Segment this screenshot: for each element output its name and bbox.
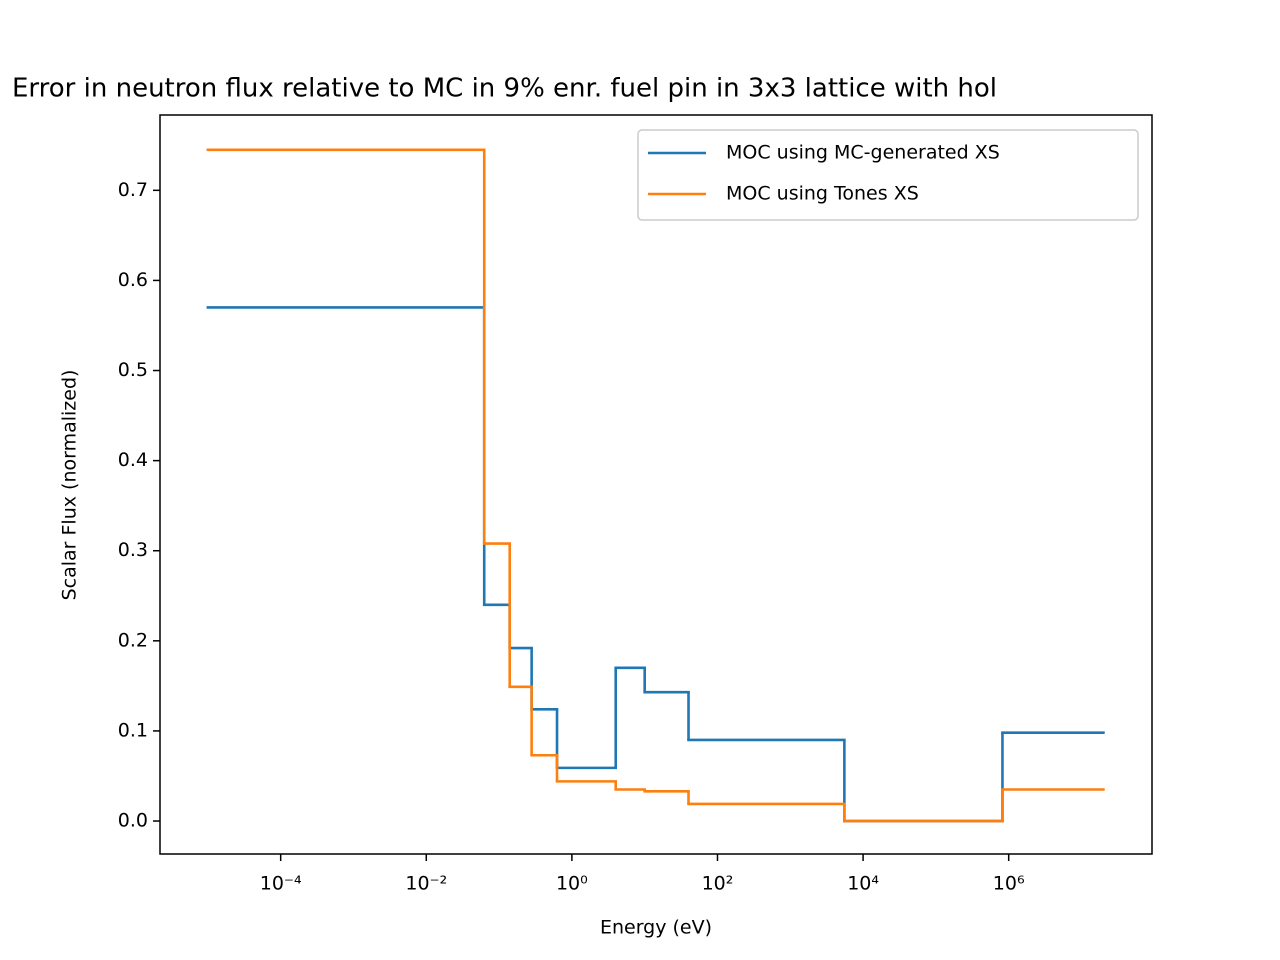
y-tick-label: 0.3 [118, 539, 148, 561]
y-tick-label: 0.6 [118, 269, 148, 291]
legend-box [637, 129, 1139, 221]
plot-frame [159, 114, 1153, 855]
y-tick-label: 0.5 [118, 359, 148, 381]
legend-label: MOC using MC-generated XS [726, 142, 1000, 164]
x-tick-label: 10⁻² [405, 873, 447, 895]
x-tick-label: 10⁻⁴ [260, 873, 302, 895]
y-tick-label: 0.0 [118, 810, 148, 832]
y-tick-label: 0.4 [118, 449, 148, 471]
x-tick-label: 10² [702, 873, 734, 895]
y-tick-label: 0.1 [118, 719, 148, 741]
x-tick-label: 10⁶ [993, 873, 1025, 895]
x-tick-label: 10⁰ [556, 873, 588, 895]
x-tick-label: 10⁴ [847, 873, 879, 895]
y-axis-label: Scalar Flux (normalized) [59, 370, 81, 601]
legend-label: MOC using Tones XS [726, 183, 919, 205]
x-axis-label: Energy (eV) [600, 917, 712, 939]
chart-title: Error in neutron flux relative to MC in … [12, 74, 997, 104]
y-tick-label: 0.7 [118, 179, 148, 201]
y-tick-label: 0.2 [118, 629, 148, 651]
